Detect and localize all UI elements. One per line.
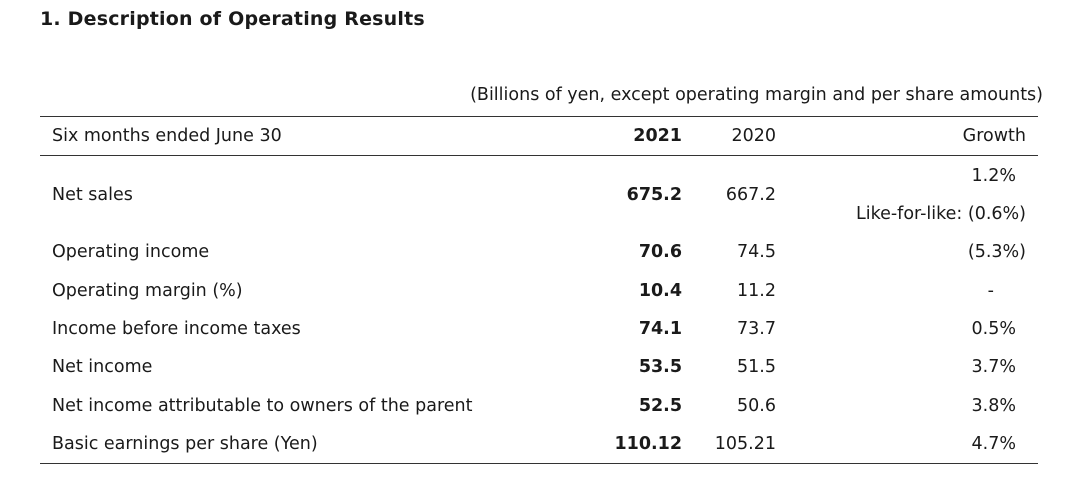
column-header-2020: 2020	[731, 126, 776, 146]
column-header-growth: Growth	[962, 126, 1026, 146]
row-growth-net-income: 3.7%	[971, 357, 1016, 377]
row-growth-net-income-parent: 3.8%	[971, 396, 1016, 416]
row-label-basic-eps: Basic earnings per share (Yen)	[52, 434, 318, 454]
row-growth-note-net-sales: Like-for-like: (0.6%)	[855, 204, 1026, 224]
header-rule	[40, 155, 1038, 156]
row-2020-operating-income: 74.5	[737, 242, 776, 262]
row-2021-operating-income: 70.6	[638, 242, 682, 262]
row-label-operating-margin: Operating margin (%)	[52, 281, 243, 301]
row-2021-operating-margin: 10.4	[638, 281, 682, 301]
row-growth-income-before-taxes: 0.5%	[971, 319, 1016, 339]
row-2020-income-before-taxes: 73.7	[737, 319, 776, 339]
row-growth-operating-income: (5.3%)	[967, 242, 1026, 262]
row-2021-net-income-parent: 52.5	[638, 396, 682, 416]
row-label-operating-income: Operating income	[52, 242, 210, 262]
row-label-net-income-parent: Net income attributable to owners of the…	[52, 396, 473, 416]
column-header-2021: 2021	[633, 126, 682, 146]
row-label-net-sales: Net sales	[52, 185, 133, 205]
table-bottom-rule	[40, 463, 1038, 464]
row-2020-net-income: 51.5	[737, 357, 776, 377]
row-label-income-before-taxes: Income before income taxes	[52, 319, 301, 339]
row-2021-income-before-taxes: 74.1	[638, 319, 682, 339]
table-top-rule	[40, 116, 1038, 117]
row-2021-net-income: 53.5	[638, 357, 682, 377]
row-2021-basic-eps: 110.12	[614, 434, 682, 454]
row-2020-basic-eps: 105.21	[714, 434, 776, 454]
row-growth-operating-margin: -	[987, 281, 994, 301]
row-2020-operating-margin: 11.2	[737, 281, 776, 301]
section-heading: 1. Description of Operating Results	[40, 8, 425, 30]
row-growth-net-sales: 1.2%	[971, 166, 1016, 186]
column-header-period: Six months ended June 30	[52, 126, 282, 146]
row-growth-basic-eps: 4.7%	[971, 434, 1016, 454]
row-label-net-income: Net income	[52, 357, 153, 377]
row-2021-net-sales: 675.2	[626, 185, 682, 205]
unit-note: (Billions of yen, except operating margi…	[470, 85, 1043, 105]
row-2020-net-income-parent: 50.6	[737, 396, 776, 416]
row-2020-net-sales: 667.2	[725, 185, 776, 205]
